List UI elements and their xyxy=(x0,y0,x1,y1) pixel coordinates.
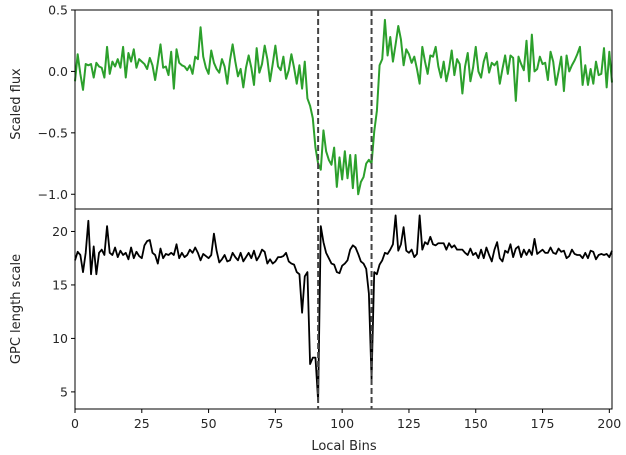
top-y-tick-label: −0.5 xyxy=(38,125,68,140)
x-tick-label: 125 xyxy=(397,416,421,431)
x-tick-label: 75 xyxy=(267,416,283,431)
x-tick-label: 25 xyxy=(134,416,150,431)
x-tick-label: 100 xyxy=(330,416,354,431)
x-tick-label: 150 xyxy=(464,416,488,431)
top-y-axis-label: Scaled flux xyxy=(9,68,24,140)
x-tick-label: 0 xyxy=(71,416,79,431)
bottom-frame xyxy=(74,208,613,410)
bottom-y-tick-label: 5 xyxy=(60,384,68,399)
bottom-y-tick-label: 15 xyxy=(52,277,68,292)
top-series-line xyxy=(74,18,613,196)
bottom-y-tick-label: 10 xyxy=(52,331,68,346)
bottom-series-line xyxy=(74,214,613,402)
top-panel: 0.5 0.0 −0.5 −1.0 xyxy=(38,3,613,210)
bottom-panel: 20 15 10 5 xyxy=(52,208,613,410)
x-tick-label: 200 xyxy=(597,416,621,431)
bottom-y-tick-label: 20 xyxy=(52,224,68,239)
x-tick-label: 175 xyxy=(531,416,555,431)
top-y-tick-label: 0.0 xyxy=(48,64,68,79)
x-axis-label: Local Bins xyxy=(311,439,377,454)
x-axis: 0 25 50 75 100 125 150 175 200 xyxy=(71,10,621,431)
top-y-tick-label: 0.5 xyxy=(48,3,68,18)
x-tick-label: 50 xyxy=(201,416,217,431)
top-y-tick-label: −1.0 xyxy=(38,187,68,202)
bottom-y-axis-label: GPC length scale xyxy=(9,254,24,364)
